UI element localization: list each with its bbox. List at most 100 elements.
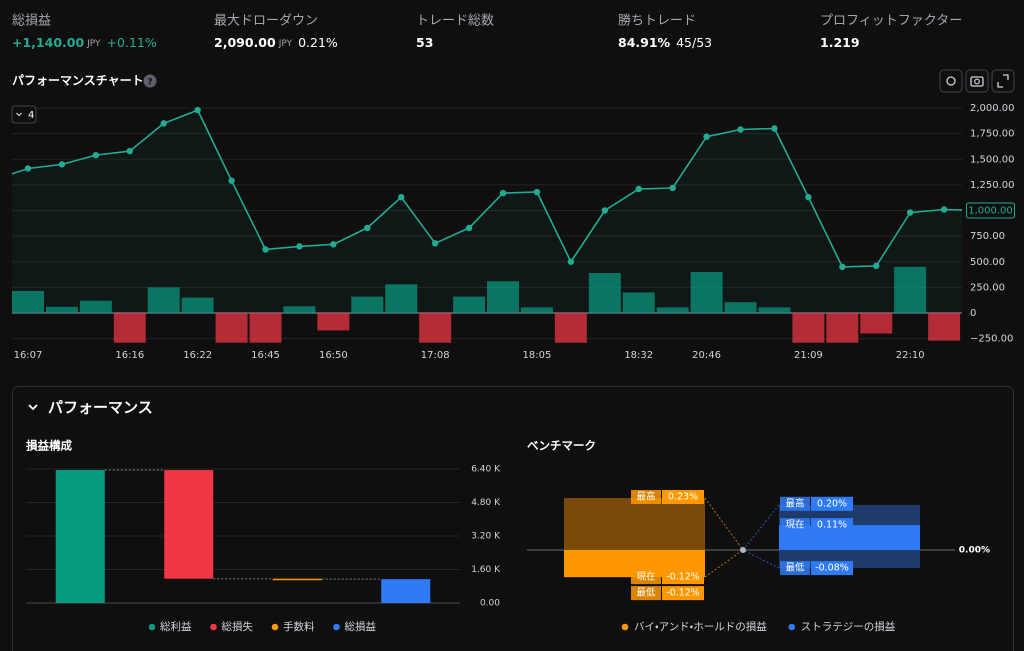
- performance-card: [12, 386, 1014, 651]
- stat-unit: JPY: [278, 39, 293, 49]
- trade-bar: [860, 313, 893, 334]
- stat-label: 勝ちトレード: [618, 14, 696, 29]
- stat-value: 84.91% 45/53: [618, 35, 712, 50]
- legend-label: ストラテジーの損益: [801, 620, 896, 633]
- stat-label: 総損益: [12, 14, 51, 29]
- legend-label: 総損益: [345, 620, 377, 633]
- stat-label: 最大ドローダウン: [214, 14, 318, 29]
- guide: [742, 504, 780, 551]
- equity-point: [398, 193, 405, 201]
- x-tick-label: 21:09: [794, 350, 823, 361]
- trade-bar: [826, 313, 859, 343]
- guide: [704, 497, 744, 551]
- fullscreen-button[interactable]: [991, 69, 1015, 93]
- trade-bar: [12, 290, 44, 313]
- tag-value: -0.12%: [666, 588, 700, 599]
- trade-bar: [554, 313, 587, 343]
- dropdown[interactable]: [11, 105, 37, 124]
- x-tick-label: 18:32: [624, 350, 653, 361]
- tag-value-bg: [662, 490, 704, 505]
- equity-point: [873, 262, 880, 270]
- waterfall-bar: [381, 579, 431, 603]
- equity-point: [194, 106, 201, 114]
- trade-bar: [724, 302, 757, 313]
- x-tick-label: 16:50: [319, 350, 348, 361]
- trade-bar: [928, 313, 961, 341]
- y-tick-label: 0.00%: [959, 546, 990, 556]
- tag-label: 最低: [636, 587, 656, 599]
- legend-label: バイ・アンド・ホールドの損益: [634, 620, 767, 633]
- equity-point: [839, 263, 846, 271]
- stat-extra: 45/53: [676, 35, 712, 50]
- stat-number: 53: [416, 35, 433, 50]
- equity-point: [601, 207, 609, 214]
- stat-extra: +0.11%: [107, 35, 157, 50]
- tag-value: -0.08%: [815, 563, 849, 574]
- legend-dot: [788, 623, 796, 631]
- stat-label: プロフィットファクター: [820, 14, 962, 29]
- y-tick-label: 1,500.00: [970, 154, 1015, 165]
- tag-value-bg: [662, 570, 704, 585]
- stat-unit: JPY: [86, 39, 101, 49]
- trade-bar: [487, 281, 520, 313]
- equity-point: [228, 177, 235, 184]
- tag-label: 最高: [785, 497, 804, 509]
- waterfall-bar: [55, 470, 105, 603]
- trade-bar: [792, 313, 825, 343]
- equity-point: [771, 125, 778, 132]
- legend-dot: [148, 623, 156, 631]
- stat-extra: 0.21%: [298, 35, 338, 50]
- stat-number: 84.91%: [618, 35, 671, 50]
- y-tick-label: 2,000.00: [970, 103, 1015, 114]
- trade-bar: [113, 313, 146, 343]
- camera-lens: [974, 78, 980, 85]
- trade-bar: [758, 307, 791, 313]
- y-tick-label: 500.00: [970, 257, 1005, 268]
- tag-value-bg: [811, 496, 853, 511]
- pivot: [740, 547, 746, 553]
- trade-bar: [656, 307, 689, 313]
- legend-label: 手数料: [283, 620, 315, 633]
- tag-label-bg: [631, 490, 661, 505]
- y-tick-label: −250.00: [970, 334, 1013, 345]
- section-title: パフォーマンス: [48, 399, 153, 417]
- tag-value-bg: [811, 518, 853, 533]
- waterfall-bar: [164, 470, 214, 579]
- last-value-label: 1,000.00: [968, 206, 1013, 217]
- trade-bar: [181, 297, 214, 313]
- y-tick-label: 0.00: [480, 599, 500, 609]
- trade-bar: [520, 307, 553, 313]
- stat-label: トレード総数: [416, 14, 494, 29]
- last-value-box: [966, 202, 1015, 219]
- snapshot-button[interactable]: [965, 69, 989, 93]
- trade-bar: [453, 296, 486, 313]
- stat-number: 1.219: [820, 35, 860, 50]
- equity-point: [431, 240, 439, 247]
- waterfall-bar: [272, 578, 322, 581]
- help-icon[interactable]: [143, 74, 157, 88]
- legend-label: 総利益: [160, 620, 192, 633]
- equity-point: [805, 193, 812, 201]
- tag-label: 現在: [636, 571, 655, 583]
- legend-dot: [333, 623, 340, 631]
- settings-button[interactable]: [939, 69, 963, 93]
- trade-bar: [147, 287, 180, 313]
- settings-icon: [946, 76, 956, 86]
- trade-bar: [45, 306, 78, 313]
- tag-value: -0.12%: [666, 572, 700, 583]
- trade-bar: [283, 306, 316, 313]
- collapse-chevron[interactable]: [28, 404, 38, 411]
- toolbar: [939, 69, 1015, 93]
- tag-value-bg: [662, 586, 704, 601]
- equity-point: [635, 185, 642, 193]
- y-tick-label: 1,250.00: [970, 180, 1015, 191]
- tag-label-bg: [780, 561, 810, 576]
- x-tick-label: 16:16: [115, 350, 144, 361]
- x-tick-label: 18:05: [523, 350, 552, 361]
- stat-value: 1.219: [820, 35, 860, 50]
- trade-bar: [894, 266, 927, 313]
- guide: [742, 549, 780, 569]
- dropdown-chevron: [16, 112, 22, 117]
